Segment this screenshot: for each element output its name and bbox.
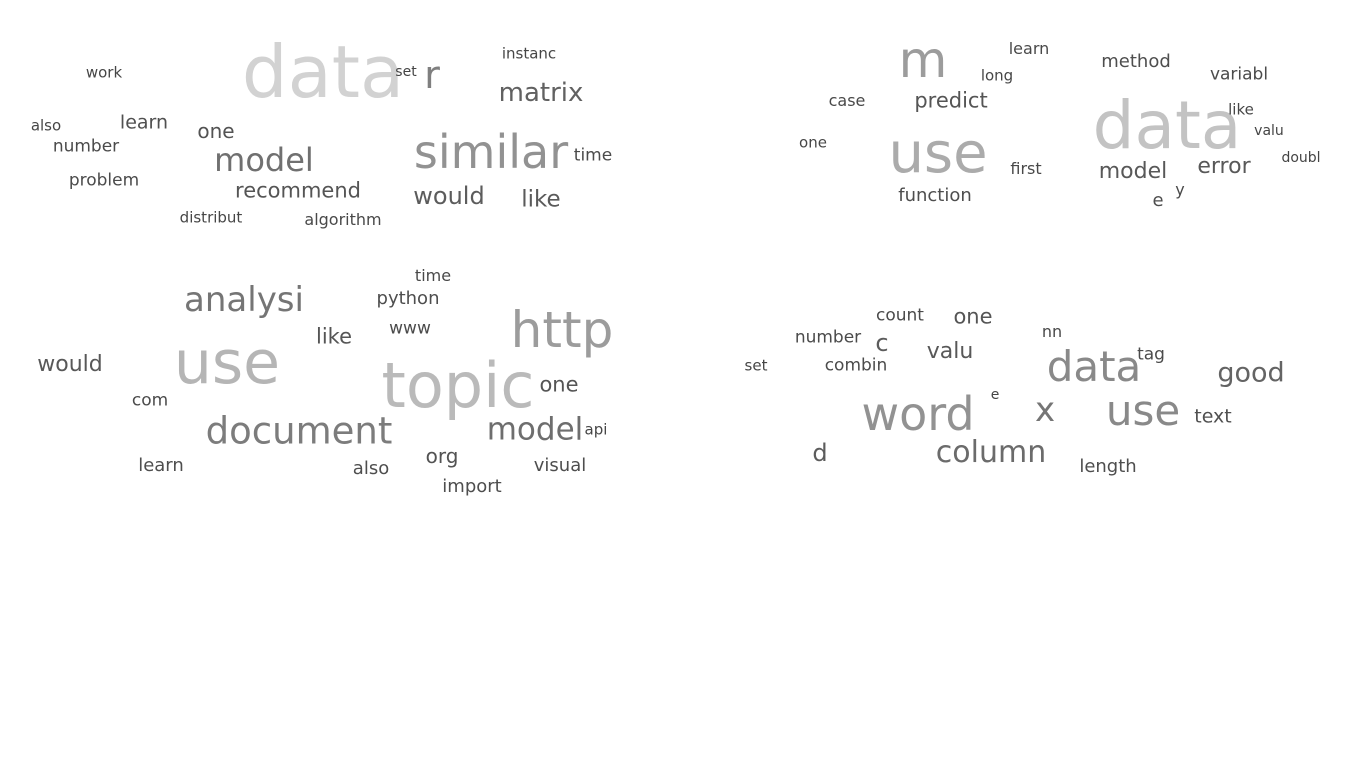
word-one: one xyxy=(953,304,993,329)
word-data: data xyxy=(241,30,405,114)
word-good: good xyxy=(1217,357,1285,389)
word-variabl: variabl xyxy=(1209,64,1269,85)
word-method: method xyxy=(1101,51,1171,72)
word-algorithm: algorithm xyxy=(304,210,382,229)
word-import: import xyxy=(442,476,502,497)
word-number: number xyxy=(52,136,120,157)
word-matrix: matrix xyxy=(498,78,584,108)
word-word: word xyxy=(861,387,975,441)
word-use: use xyxy=(888,121,988,186)
word-similar: similar xyxy=(413,125,569,179)
word-like: like xyxy=(521,186,561,213)
word-model: model xyxy=(214,141,314,179)
word-number: number xyxy=(794,327,862,348)
word-set: set xyxy=(395,64,417,80)
word-learn: learn xyxy=(1008,39,1050,58)
word-use: use xyxy=(1105,386,1181,435)
word-one: one xyxy=(539,372,579,397)
word-long: long xyxy=(980,66,1014,85)
word-one: one xyxy=(799,133,827,152)
word-x: x xyxy=(1034,390,1056,430)
word-data: data xyxy=(1046,342,1142,391)
word-org: org xyxy=(425,444,459,468)
word-cloud-2: data use m predict model error function method v… xyxy=(683,20,1366,250)
word-api: api xyxy=(584,420,608,439)
word-valu: valu xyxy=(1254,123,1284,139)
word-distribut: distribut xyxy=(179,208,243,227)
word-would: would xyxy=(413,182,485,210)
word-combin: combin xyxy=(824,355,888,376)
word-http: http xyxy=(510,301,614,359)
word-error: error xyxy=(1197,154,1251,179)
word-model: model xyxy=(1098,159,1168,184)
word-first: first xyxy=(1010,159,1042,178)
word-y: y xyxy=(1175,180,1185,199)
word-problem: problem xyxy=(68,170,140,191)
word-count: count xyxy=(876,305,924,326)
word-document: document xyxy=(205,409,393,453)
word-work: work xyxy=(85,63,123,82)
word-also: also xyxy=(30,116,62,135)
word-cloud-1: data similar r model matrix recommend would lik… xyxy=(0,20,683,250)
word-www: www xyxy=(389,318,431,339)
word-data: data xyxy=(1092,87,1242,164)
word-doubl: doubl xyxy=(1281,150,1321,166)
word-predict: predict xyxy=(914,88,988,113)
word-instanc: instanc xyxy=(501,44,557,63)
word-one: one xyxy=(197,119,235,143)
word-model: model xyxy=(486,411,584,448)
word-would: would xyxy=(37,352,103,377)
word-time: time xyxy=(573,145,613,166)
word-set: set xyxy=(744,356,768,375)
word-learn: learn xyxy=(138,455,184,476)
word-time: time xyxy=(414,266,452,285)
word-cloud-3: topic use http document analysi model would lik… xyxy=(0,255,683,515)
word-e: e xyxy=(1152,190,1164,211)
word-valu: valu xyxy=(926,339,974,364)
word-recommend: recommend xyxy=(235,178,361,203)
word-function: function xyxy=(898,185,972,206)
word-cloud-4: word data use x column good c valu one d text lengt… xyxy=(683,290,1366,490)
word-use: use xyxy=(173,328,281,398)
word-c: c xyxy=(875,329,889,357)
word-tag: tag xyxy=(1137,344,1165,365)
word-visual: visual xyxy=(533,455,587,476)
word-like: like xyxy=(315,324,353,349)
word-python: python xyxy=(376,288,440,309)
word-e: e xyxy=(990,387,1000,403)
word-nn: nn xyxy=(1041,322,1063,341)
word-length: length xyxy=(1079,456,1137,477)
word-d: d xyxy=(812,439,828,467)
word-case: case xyxy=(828,91,866,110)
word-m: m xyxy=(898,31,948,89)
word-like: like xyxy=(1228,100,1254,119)
word-column: column xyxy=(935,435,1047,470)
word-r: r xyxy=(424,53,440,97)
word-topic: topic xyxy=(381,349,535,422)
word-com: com xyxy=(131,390,169,411)
word-text: text xyxy=(1194,405,1232,428)
word-analysi: analysi xyxy=(184,280,304,320)
word-also: also xyxy=(352,458,390,479)
word-learn: learn xyxy=(119,111,169,134)
